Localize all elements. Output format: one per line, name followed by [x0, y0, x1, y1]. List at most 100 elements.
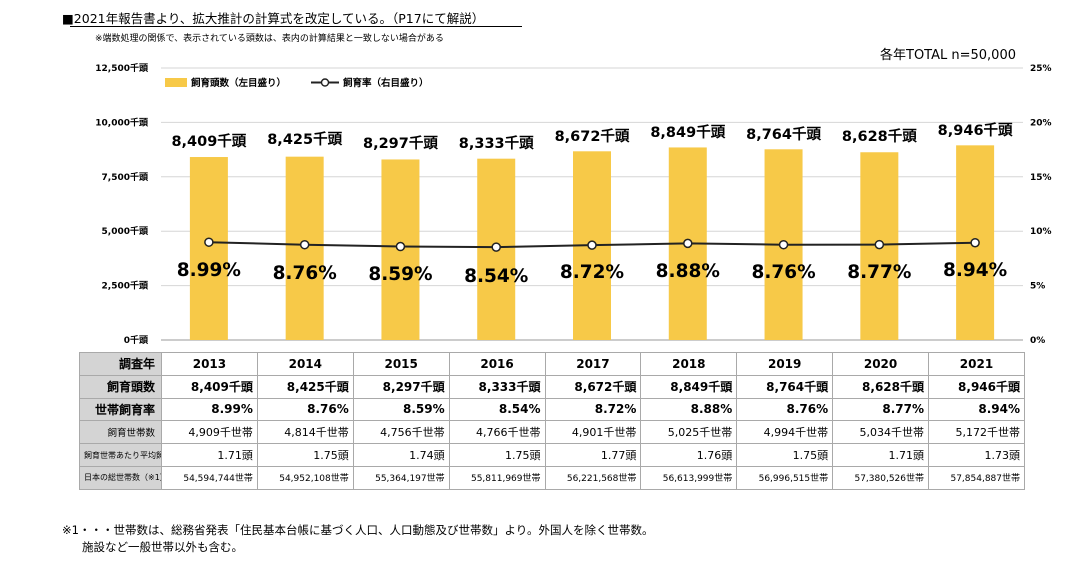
y-left-tick-label: 12,500千頭 [95, 62, 149, 74]
table-row: 飼育頭数 8,409千頭 8,425千頭 8,297千頭 8,333千頭 8,672千頭 8… [79, 374, 1025, 399]
legend-line-marker [320, 78, 330, 87]
rate-value-label: 8.54% [464, 266, 528, 287]
y-right-tick-label: 10% [1030, 227, 1052, 237]
table-row: 世帯飼育率 8.99% 8.76% 8.59% 8.54% 8.72% 8.88% 8.76%… [79, 397, 1025, 422]
table-cell: 1.75頭 [736, 443, 834, 467]
y-right-tick-label: 0% [1030, 336, 1045, 346]
rate-value-label: 8.59% [368, 264, 432, 285]
legend-bar-label: 飼育頭数（左目盛り） [190, 77, 286, 89]
table-cell: 55,364,197世帯 [352, 465, 450, 490]
rate-value-label: 8.76% [273, 263, 337, 284]
rate-value-label: 8.72% [560, 262, 624, 283]
footnote-line-1: ※1・・・世帯数は、総務省発表「住民基本台帳に基づく人口、人口動態及び世帯数」よ… [62, 523, 654, 537]
table-row-header: 日本の総世帯数（※1） [79, 465, 162, 490]
table-row: 飼育世帯数 4,909千世帯 4,814千世帯 4,756千世帯 4,766千世帯 4,9… [79, 420, 1025, 445]
table-cell: 1.75頭 [448, 443, 546, 467]
table-cell: 4,756千世帯 [352, 420, 450, 445]
table-cell: 57,854,887世帯 [928, 465, 1025, 490]
table-cell: 8.77% [832, 397, 929, 422]
bar-value-label: 8,849千頭 [650, 124, 725, 141]
rate-point-2019 [778, 239, 789, 250]
table-cell: 8,425千頭 [256, 374, 354, 399]
bar-value-label: 8,333千頭 [459, 135, 534, 152]
table-year-header: 2015 [352, 352, 450, 376]
table-row: 飼育世帯あたり平均飼育頭数1.71頭1.75頭1.74頭1.75頭1.77頭1.… [79, 443, 1025, 467]
table-cell: 8,764千頭 [736, 374, 834, 399]
rate-point-2018 [683, 238, 693, 249]
bar-value-label: 8,409千頭 [171, 133, 246, 150]
table-cell: 8,297千頭 [352, 374, 450, 399]
table-cell: 8.72% [544, 397, 642, 422]
combo-chart: 0千頭 0% 2,500千頭 5% 5,000千頭 10% 7,500千頭 15% 10,000… [95, 62, 1052, 346]
table-cell: 1.74頭 [352, 443, 450, 467]
table-year-header: 2014 [256, 352, 354, 376]
y-left-tick-label: 5,000千頭 [102, 225, 149, 237]
table-cell: 5,172千世帯 [928, 420, 1025, 445]
bar-value-label: 8,297千頭 [363, 135, 438, 152]
table-cell: 8,333千頭 [448, 374, 546, 399]
table-cell: 8,628千頭 [832, 374, 929, 399]
rate-value-label: 8.76% [751, 262, 815, 283]
table-row: 日本の総世帯数（※1） 54,594,744世帯 54,952,108世帯 55,36… [79, 465, 1025, 490]
table-cell: 1.75頭 [256, 443, 354, 467]
table-cell: 1.71頭 [832, 443, 929, 467]
table-cell: 8.59% [352, 397, 450, 422]
table-row-header: 調査年 [79, 352, 162, 376]
table-cell: 8.76% [256, 397, 354, 422]
bar-value-label: 8,628千頭 [842, 128, 917, 145]
rate-value-label: 8.99% [177, 260, 241, 281]
bar-value-label: 8,425千頭 [267, 131, 342, 148]
table-year-header: 2016 [448, 352, 546, 376]
table-cell: 56,996,515世帯 [736, 465, 834, 490]
y-right-tick-label: 20% [1030, 118, 1052, 128]
table-row-header: 世帯飼育率 [79, 397, 162, 422]
footnote-line-2: 施設など一般世帯以外も含む。 [82, 540, 243, 554]
y-left-tick-label: 2,500千頭 [102, 280, 149, 292]
table-header-row: 調査年 2013 2014 2015 2016 2017 2018 2019 2020 2021 [79, 352, 1025, 376]
y-right-tick-label: 25% [1030, 64, 1052, 74]
y-left-tick-label: 10,000千頭 [95, 116, 149, 128]
table-cell: 1.76頭 [640, 443, 738, 467]
table-cell: 8,946千頭 [928, 374, 1025, 399]
table-cell: 4,994千世帯 [736, 420, 834, 445]
rate-value-label: 8.94% [943, 260, 1007, 281]
table-cell: 4,901千世帯 [544, 420, 642, 445]
table-cell: 57,380,526世帯 [832, 465, 929, 490]
table-cell: 56,221,568世帯 [544, 465, 642, 490]
rate-point-2016 [491, 242, 501, 252]
table-cell: 1.77頭 [544, 443, 642, 467]
table-cell: 8.54% [448, 397, 546, 422]
y-left-tick-label: 0千頭 [124, 334, 149, 346]
table-year-header: 2019 [736, 352, 834, 376]
table-year-header: 2021 [928, 352, 1025, 376]
rate-value-label: 8.77% [847, 262, 911, 283]
table-cell: 55,811,969世帯 [448, 465, 546, 490]
table-row-header: 飼育頭数 [79, 374, 162, 399]
table-cell: 56,613,999世帯 [640, 465, 738, 490]
table-year-header: 2020 [832, 352, 929, 376]
rate-value-label: 8.88% [656, 261, 720, 282]
rate-point-2020 [874, 239, 885, 250]
table-cell: 54,594,744世帯 [161, 465, 258, 490]
table-cell: 8,672千頭 [544, 374, 642, 399]
table-cell: 8,849千頭 [640, 374, 738, 399]
table-row-header: 飼育世帯あたり平均飼育頭数 [79, 443, 162, 467]
table-cell: 8,409千頭 [161, 374, 258, 399]
table-cell: 8.88% [640, 397, 738, 422]
table-year-header: 2018 [640, 352, 738, 376]
y-right-tick-label: 15% [1030, 173, 1052, 183]
data-table: 調査年 2013 2014 2015 2016 2017 2018 2019 2020 2021 飼… [79, 352, 1025, 490]
table-cell: 8.94% [928, 397, 1025, 422]
table-year-header: 2017 [544, 352, 642, 376]
sample-size: 各年TOTAL n=50,000 [880, 48, 1016, 63]
rate-point-2021 [970, 237, 980, 248]
y-right-tick-label: 5% [1030, 282, 1045, 292]
table-cell: 8.76% [736, 397, 834, 422]
title-underline [70, 26, 522, 27]
legend-bar-swatch [165, 78, 187, 87]
bar-value-label: 8,946千頭 [938, 122, 1013, 139]
table-cell: 1.73頭 [928, 443, 1025, 467]
rate-point-2015 [395, 241, 406, 252]
table-year-header: 2013 [161, 352, 258, 376]
rate-point-2013 [204, 237, 214, 247]
